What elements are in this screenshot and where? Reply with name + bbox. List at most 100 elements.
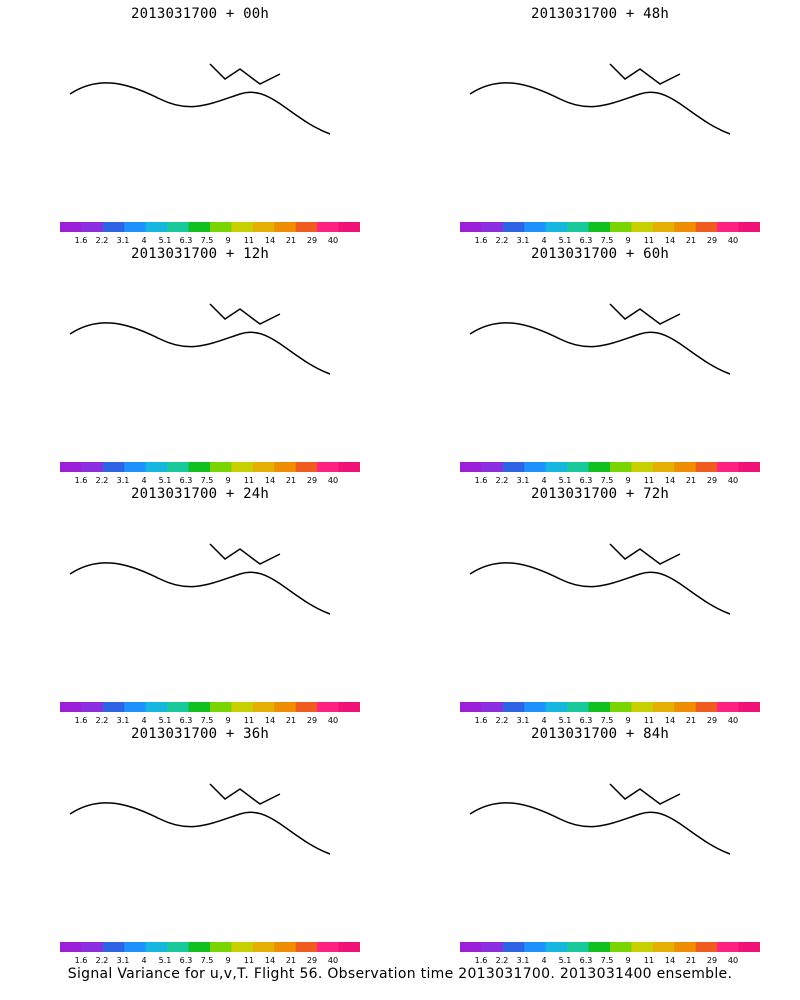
- colorbar-tick-label: 7.5: [200, 476, 214, 485]
- colorbar-tick-label: 3.1: [116, 236, 130, 245]
- colorbar-swatch: [317, 942, 340, 952]
- colorbar-tick-label: 7.5: [200, 956, 214, 965]
- colorbar-tick-label: 4: [541, 716, 547, 725]
- colorbar-swatch: [295, 702, 318, 712]
- colorbar-swatch: [102, 462, 125, 472]
- colorbar-swatch: [502, 942, 525, 952]
- colorbar-swatch: [524, 462, 547, 472]
- variance-contour-band: [436, 289, 736, 429]
- colorbar: [60, 702, 360, 712]
- colorbar-tick-label: 1.6: [474, 236, 488, 245]
- colorbar-tick-label: 6.3: [579, 956, 593, 965]
- forecast-panel: 2013031700 + 84h 1.6 2.2 3.1 4 5.1 6.3 7.5 9 11 14…: [400, 720, 800, 965]
- colorbar-tick-label: 4: [141, 716, 147, 725]
- colorbar: [460, 702, 760, 712]
- colorbar-swatch: [567, 222, 590, 232]
- colorbar-swatch: [717, 702, 740, 712]
- colorbar-swatch: [738, 462, 760, 472]
- variance-contour-band: [561, 829, 611, 865]
- coastline: [69, 63, 331, 135]
- colorbar-tick-label: 2.2: [495, 716, 509, 725]
- colorbar-swatch: [610, 942, 632, 952]
- forecast-panel: 2013031700 + 48h 1.6 2.2 3.1 4 5.1 6.3 7.5 9 11 14…: [400, 0, 800, 245]
- colorbar-tick-label: 7.5: [600, 716, 614, 725]
- coastline: [469, 543, 731, 615]
- colorbar: [60, 942, 360, 952]
- colorbar-swatch: [524, 222, 547, 232]
- colorbar-swatch: [210, 942, 232, 952]
- panel-title: 2013031700 + 36h: [130, 726, 270, 742]
- colorbar-swatch: [652, 702, 675, 712]
- colorbar-tick-label: 7.5: [600, 956, 614, 965]
- colorbar-swatch: [102, 702, 125, 712]
- panel-title: 2013031700 + 12h: [130, 246, 270, 262]
- colorbar-swatch: [231, 462, 254, 472]
- colorbar-swatch: [102, 222, 125, 232]
- variance-contour-band: [543, 335, 653, 395]
- coastline: [469, 63, 731, 135]
- colorbar-swatch: [210, 462, 232, 472]
- colorbar-tick-label: 4: [141, 476, 147, 485]
- colorbar-tick-label: 40: [327, 476, 339, 485]
- colorbar-tick-label: 11: [243, 236, 255, 245]
- colorbar-swatch: [524, 942, 547, 952]
- colorbar-swatch: [81, 942, 104, 952]
- variance-contour-band: [78, 546, 318, 656]
- variance-contour-band: [96, 561, 276, 645]
- coastline: [69, 543, 331, 615]
- colorbar-tick-label: 9: [625, 476, 631, 485]
- colorbar-swatch: [610, 222, 632, 232]
- colorbar-swatch: [60, 942, 82, 952]
- colorbar-swatch: [81, 222, 104, 232]
- variance-contour-band: [143, 335, 253, 395]
- variance-contour-band: [161, 349, 211, 385]
- colorbar-swatch: [295, 942, 318, 952]
- colorbar-swatch: [567, 462, 590, 472]
- colorbar-swatch: [545, 942, 568, 952]
- colorbar-swatch: [717, 462, 740, 472]
- colorbar-tick-label: 5.1: [158, 476, 172, 485]
- colorbar-swatch: [317, 702, 340, 712]
- colorbar-swatch: [338, 702, 360, 712]
- colorbar-labels: 1.6 2.2 3.1 4 5.1 6.3 7.5 9 11 14 21 29 40: [50, 716, 370, 728]
- colorbar-swatch: [588, 942, 611, 952]
- variance-contour-band: [561, 349, 611, 385]
- colorbar-tick-label: 2.2: [95, 956, 109, 965]
- colorbar-swatch: [610, 702, 632, 712]
- colorbar-swatch: [167, 462, 190, 472]
- colorbar-labels: 1.6 2.2 3.1 4 5.1 6.3 7.5 9 11 14 21 29 40: [450, 716, 770, 728]
- colorbar-tick-label: 3.1: [116, 476, 130, 485]
- colorbar-tick-label: 40: [727, 716, 739, 725]
- colorbar-swatch: [524, 702, 547, 712]
- variance-contour-band: [36, 769, 336, 909]
- colorbar-tick-label: 11: [243, 476, 255, 485]
- colorbar-swatch: [231, 702, 254, 712]
- colorbar-tick-label: 5.1: [158, 716, 172, 725]
- variance-map: [69, 63, 331, 135]
- colorbar-tick-label: 21: [685, 956, 697, 965]
- colorbar-tick-label: 3.1: [516, 236, 530, 245]
- variance-contour-band: [78, 306, 318, 416]
- colorbar-swatch: [545, 702, 568, 712]
- variance-contour-band: [496, 321, 676, 405]
- colorbar-tick-label: 21: [685, 236, 697, 245]
- colorbar-swatch: [167, 702, 190, 712]
- coastline: [69, 783, 331, 855]
- variance-contour-band: [496, 81, 676, 165]
- colorbar-swatch: [188, 942, 211, 952]
- colorbar-tick-label: 21: [685, 716, 697, 725]
- colorbar-swatch: [81, 462, 104, 472]
- colorbar-tick-label: 9: [625, 236, 631, 245]
- colorbar-tick-label: 2.2: [95, 236, 109, 245]
- variance-contour-band: [36, 289, 336, 429]
- colorbar-tick-label: 9: [625, 716, 631, 725]
- colorbar-swatch: [231, 942, 254, 952]
- colorbar-swatch: [274, 942, 297, 952]
- colorbar-swatch: [188, 702, 211, 712]
- colorbar-tick-label: 2.2: [95, 716, 109, 725]
- colorbar-swatch: [481, 942, 504, 952]
- colorbar-tick-label: 7.5: [200, 716, 214, 725]
- colorbar-tick-label: 6.3: [579, 236, 593, 245]
- coastline: [69, 303, 331, 375]
- colorbar-swatch: [502, 702, 525, 712]
